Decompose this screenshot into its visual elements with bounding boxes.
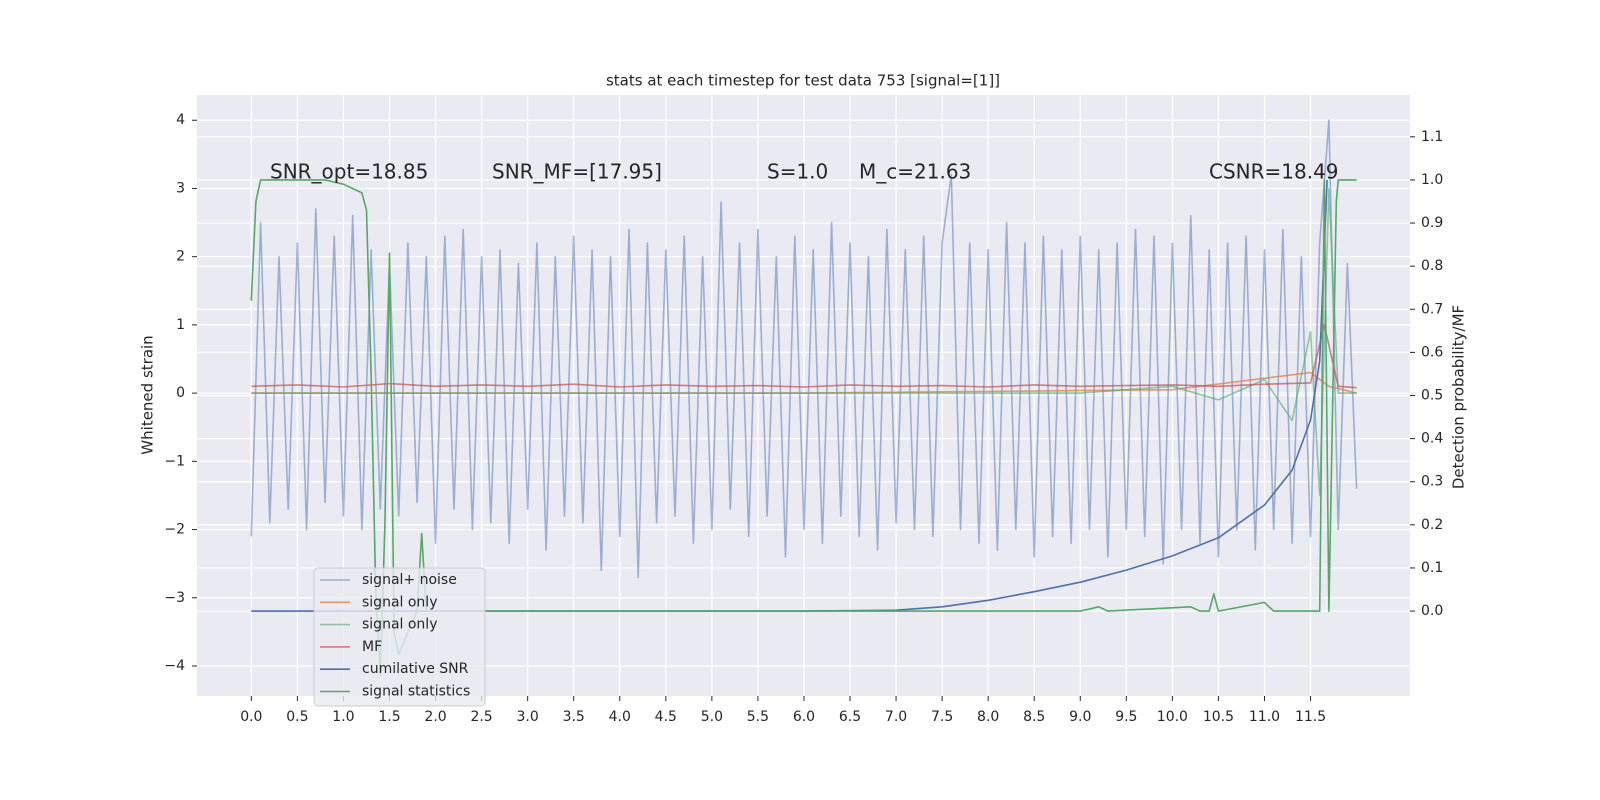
x-tick-label: 6.0 (793, 709, 815, 725)
x-tick-label: 1.5 (378, 709, 400, 725)
x-tick-label: 5.5 (747, 709, 769, 725)
x-tick-label: 3.5 (563, 709, 585, 725)
x-tick-label: 1.0 (332, 709, 354, 725)
x-tick-label: 9.0 (1069, 709, 1091, 725)
x-tick-label: 7.5 (931, 709, 953, 725)
y2-tick-label: 0.4 (1421, 431, 1443, 447)
y-tick-label: 1 (176, 317, 185, 333)
series-line (251, 187, 1357, 497)
y-axis-label: Whitened strain (139, 335, 157, 454)
y2-tick-label: 0.5 (1421, 388, 1443, 404)
annotation: CSNR=18.49 (1209, 160, 1339, 184)
x-tick-label: 4.5 (655, 709, 677, 725)
legend-box (313, 567, 486, 707)
grid (197, 95, 1410, 696)
x-tick-label: 10.0 (1157, 709, 1188, 725)
y2-tick-label: 0.1 (1421, 560, 1443, 576)
y-tick-label: 0 (176, 385, 185, 401)
legend-label: cumilative SNR (362, 661, 469, 677)
x-tick-label: 3.0 (517, 709, 539, 725)
y2-tick-label: 1.0 (1421, 172, 1443, 188)
y-tick-label: −1 (164, 453, 185, 469)
x-tick-label: 9.5 (1115, 709, 1137, 725)
annotation: SNR_MF=[17.95] (492, 160, 662, 184)
x-tick-label: 6.5 (839, 709, 861, 725)
y2-tick-label: 1.1 (1421, 129, 1443, 145)
legend-label: signal only (362, 617, 437, 633)
y2-tick-label: 0.9 (1421, 215, 1443, 231)
x-tick-label: 11.0 (1249, 709, 1280, 725)
legend-label: signal only (362, 594, 437, 610)
legend-label: signal+ noise (362, 572, 457, 588)
x-tick-label: 2.5 (470, 709, 492, 725)
y2-tick-label: 0.8 (1421, 258, 1443, 274)
y-tick-label: 2 (176, 249, 185, 265)
annotation: S=1.0 (767, 160, 828, 184)
y2-tick-label: 0.3 (1421, 474, 1443, 490)
x-tick-label: 8.5 (1023, 709, 1045, 725)
annotation: SNR_opt=18.85 (270, 160, 428, 184)
series-line (250, 119, 1358, 579)
y2-tick-label: 0.0 (1421, 603, 1443, 619)
x-tick-label: 0.5 (286, 709, 308, 725)
x-tick-label: 4.0 (609, 709, 631, 725)
legend: signal+ noise signal only signal only MF cum… (313, 567, 486, 707)
x-tick-label: 0.0 (240, 709, 262, 725)
x-tick-label: 11.5 (1295, 709, 1326, 725)
series-line (251, 324, 1357, 389)
x-tick-label: 10.5 (1203, 709, 1234, 725)
y-tick-label: 3 (176, 180, 185, 196)
labels: 0.0 0.5 1.0 1.5 2.0 2.5 3.0 3.5 4.0 4.5 5.0 5.5 6.0 6… (164, 112, 1443, 725)
x-tick-label: 8.0 (977, 709, 999, 725)
x-tick-label: 5.0 (701, 709, 723, 725)
y-tick-label: −4 (164, 658, 185, 674)
y2-axis-label: Detection probability/MF (1450, 305, 1468, 489)
x-tick-label: 7.0 (885, 709, 907, 725)
y-tick-label: 4 (176, 112, 185, 128)
y2-tick-label: 0.6 (1421, 344, 1443, 360)
legend-label: signal statistics (362, 684, 470, 700)
series-line (251, 179, 1328, 612)
y2-tick-label: 0.2 (1421, 517, 1443, 533)
legend-label: MF (362, 639, 382, 655)
annotation: M_c=21.63 (859, 160, 971, 184)
x-tick-label: 2.0 (424, 709, 446, 725)
y-tick-label: −2 (164, 522, 185, 538)
chart-title: stats at each timestep for test data 753… (606, 72, 1000, 90)
y2-tick-label: 0.7 (1421, 301, 1443, 317)
y-tick-label: −3 (164, 590, 185, 606)
